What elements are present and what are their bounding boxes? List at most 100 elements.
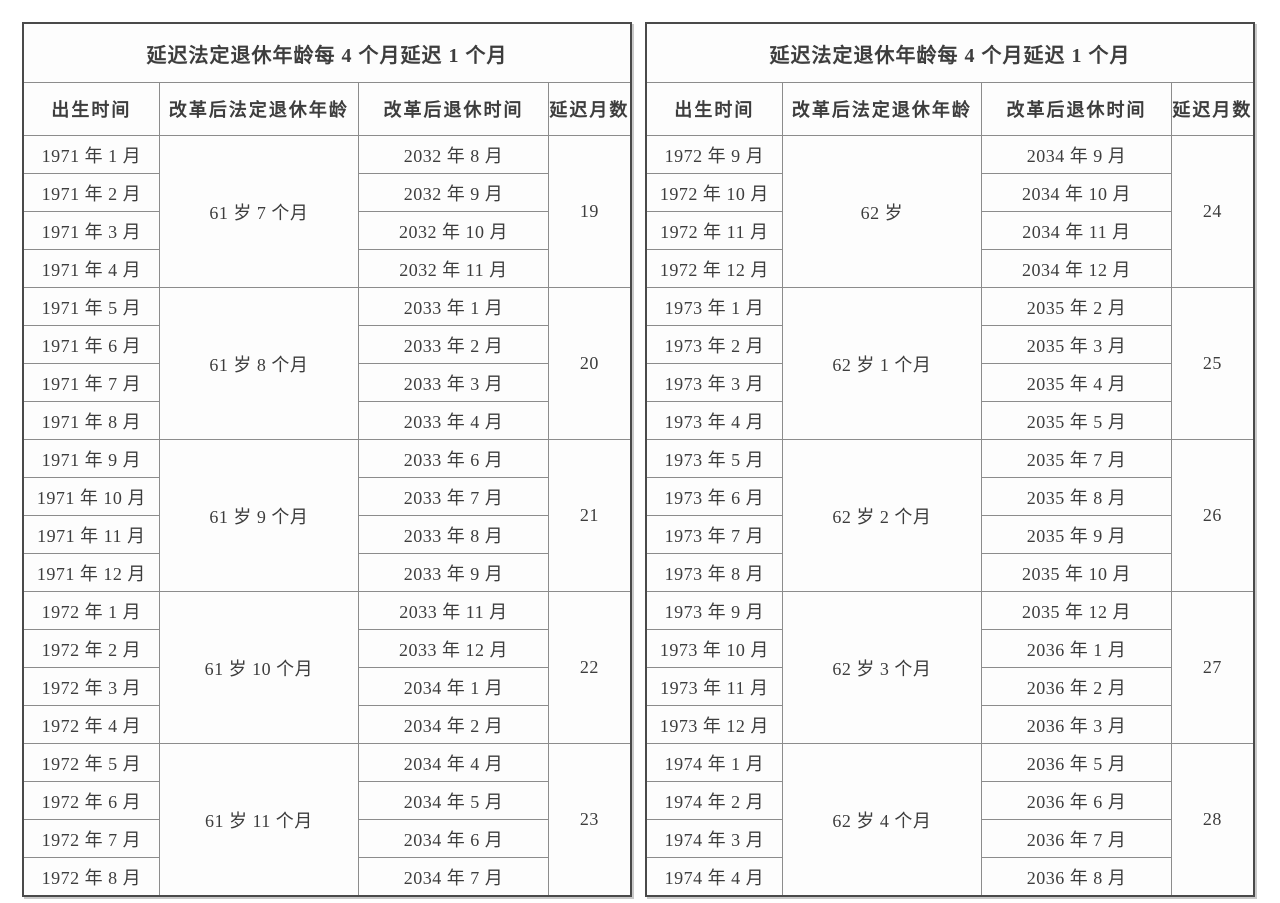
tables-row: 延迟法定退休年龄每 4 个月延迟 1 个月 出生时间 改革后法定退休年龄 改革后退休… [22,22,1280,897]
table-title: 延迟法定退休年龄每 4 个月延迟 1 个月 [645,22,1255,83]
table-row: 1973 年 10 月 2036 年 1 月 [645,629,1254,668]
retirement-date-cell: 2035 年 2 月 [981,287,1172,326]
birth-month-cell: 1974 年 4 月 [645,857,783,897]
table-header-row: 出生时间 改革后法定退休年龄 改革后退休时间 延迟月数 [22,82,632,136]
birth-month-cell: 1973 年 5 月 [645,439,783,478]
birth-month-cell: 1972 年 10 月 [645,173,783,212]
table-row: 1972 年 2 月 2033 年 12 月 [22,629,631,668]
table-row: 1972 年 6 月 2034 年 5 月 [22,781,631,820]
retirement-date-cell: 2032 年 11 月 [358,249,549,288]
retirement-date-cell: 2033 年 7 月 [358,477,549,516]
retirement-age-cell: 61 岁 8 个月 [158,287,360,440]
retirement-age-cell: 62 岁 4 个月 [781,743,983,897]
table-row: 1973 年 3 月 2035 年 4 月 [645,363,1254,402]
retirement-date-cell: 2034 年 10 月 [981,173,1172,212]
table-row: 1971 年 6 月 2033 年 2 月 [22,325,631,364]
table-row: 1974 年 1 月 62 岁 4 个月 2036 年 5 月 28 [645,743,1255,897]
table-title-row: 延迟法定退休年龄每 4 个月延迟 1 个月 [22,22,632,83]
table-row: 1972 年 4 月 2034 年 2 月 [22,705,631,744]
retirement-date-cell: 2036 年 7 月 [981,819,1172,858]
birth-month-cell: 1973 年 4 月 [645,401,783,440]
table-title: 延迟法定退休年龄每 4 个月延迟 1 个月 [22,22,632,83]
retirement-date-cell: 2035 年 9 月 [981,515,1172,554]
retirement-delay-table: 延迟法定退休年龄每 4 个月延迟 1 个月 出生时间 改革后法定退休年龄 改革后退休… [645,22,1255,897]
birth-month-cell: 1971 年 12 月 [22,553,160,592]
birth-month-cell: 1973 年 11 月 [645,667,783,706]
birth-month-cell: 1973 年 1 月 [645,287,783,326]
birth-month-cell: 1972 年 8 月 [22,857,160,897]
retirement-date-cell: 2033 年 4 月 [358,401,549,440]
birth-month-cell: 1972 年 6 月 [22,781,160,820]
retirement-date-cell: 2034 年 1 月 [358,667,549,706]
retirement-date-cell: 2034 年 5 月 [358,781,549,820]
birth-month-cell: 1972 年 12 月 [645,249,783,288]
table-row: 1973 年 6 月 2035 年 8 月 [645,477,1254,516]
birth-month-cell: 1971 年 2 月 [22,173,160,212]
table-row: 1973 年 9 月 62 岁 3 个月 2035 年 12 月 27 [645,591,1255,744]
birth-month-cell: 1971 年 7 月 [22,363,160,402]
birth-month-cell: 1971 年 8 月 [22,401,160,440]
table-row: 1971 年 11 月 2033 年 8 月 [22,515,631,554]
column-header-birth-date: 出生时间 [22,82,160,136]
birth-month-cell: 1973 年 12 月 [645,705,783,744]
retirement-date-cell: 2033 年 1 月 [358,287,549,326]
retirement-date-cell: 2034 年 7 月 [358,857,549,897]
table-row: 1972 年 1 月 61 岁 10 个月 2033 年 11 月 22 [22,591,632,744]
birth-month-cell: 1971 年 1 月 [22,135,160,174]
table-row: 1973 年 8 月 2035 年 10 月 [645,553,1254,592]
birth-month-cell: 1973 年 6 月 [645,477,783,516]
table-row: 1973 年 5 月 62 岁 2 个月 2035 年 7 月 26 [645,439,1255,592]
table-row: 1973 年 1 月 62 岁 1 个月 2035 年 2 月 25 [645,287,1255,440]
birth-month-cell: 1973 年 8 月 [645,553,783,592]
birth-month-cell: 1971 年 9 月 [22,439,160,478]
table-row: 1972 年 9 月 62 岁 2034 年 9 月 24 [645,135,1255,288]
birth-month-cell: 1974 年 3 月 [645,819,783,858]
delay-months-cell: 24 [1170,135,1255,288]
column-header-legal-retirement-age: 改革后法定退休年龄 [781,82,983,136]
retirement-age-cell: 62 岁 3 个月 [781,591,983,744]
retirement-date-cell: 2034 年 2 月 [358,705,549,744]
birth-month-cell: 1972 年 5 月 [22,743,160,782]
delay-months-cell: 28 [1170,743,1255,897]
table-row: 1972 年 7 月 2034 年 6 月 [22,819,631,858]
table-row: 1972 年 10 月 2034 年 10 月 [645,173,1254,212]
column-header-delay-months: 延迟月数 [547,82,632,136]
table-row: 1973 年 11 月 2036 年 2 月 [645,667,1254,706]
retirement-age-cell: 62 岁 1 个月 [781,287,983,440]
birth-month-cell: 1973 年 7 月 [645,515,783,554]
retirement-date-cell: 2035 年 10 月 [981,553,1172,592]
birth-month-cell: 1971 年 3 月 [22,211,160,250]
table-row: 1971 年 9 月 61 岁 9 个月 2033 年 6 月 21 [22,439,632,592]
retirement-date-cell: 2033 年 8 月 [358,515,549,554]
birth-month-cell: 1971 年 11 月 [22,515,160,554]
birth-month-cell: 1973 年 9 月 [645,591,783,630]
retirement-date-cell: 2035 年 8 月 [981,477,1172,516]
table-row: 1972 年 11 月 2034 年 11 月 [645,211,1254,250]
delay-months-cell: 27 [1170,591,1255,744]
table-row: 1974 年 4 月 2036 年 8 月 [645,857,1254,897]
birth-month-cell: 1973 年 2 月 [645,325,783,364]
table-row: 1971 年 10 月 2033 年 7 月 [22,477,631,516]
retirement-date-cell: 2032 年 8 月 [358,135,549,174]
birth-month-cell: 1972 年 4 月 [22,705,160,744]
birth-month-cell: 1972 年 2 月 [22,629,160,668]
retirement-date-cell: 2034 年 4 月 [358,743,549,782]
retirement-date-cell: 2036 年 6 月 [981,781,1172,820]
birth-month-cell: 1971 年 4 月 [22,249,160,288]
retirement-date-cell: 2036 年 2 月 [981,667,1172,706]
table-row: 1971 年 3 月 2032 年 10 月 [22,211,631,250]
table-row: 1972 年 3 月 2034 年 1 月 [22,667,631,706]
retirement-date-cell: 2033 年 6 月 [358,439,549,478]
birth-month-cell: 1974 年 1 月 [645,743,783,782]
retirement-date-cell: 2033 年 12 月 [358,629,549,668]
retirement-date-cell: 2035 年 3 月 [981,325,1172,364]
retirement-age-cell: 62 岁 2 个月 [781,439,983,592]
table-row: 1971 年 5 月 61 岁 8 个月 2033 年 1 月 20 [22,287,632,440]
table-row: 1971 年 4 月 2032 年 11 月 [22,249,631,288]
retirement-age-cell: 61 岁 7 个月 [158,135,360,288]
delay-months-cell: 23 [547,743,632,897]
column-header-legal-retirement-age: 改革后法定退休年龄 [158,82,360,136]
delay-months-cell: 26 [1170,439,1255,592]
retirement-age-cell: 62 岁 [781,135,983,288]
delay-months-cell: 19 [547,135,632,288]
